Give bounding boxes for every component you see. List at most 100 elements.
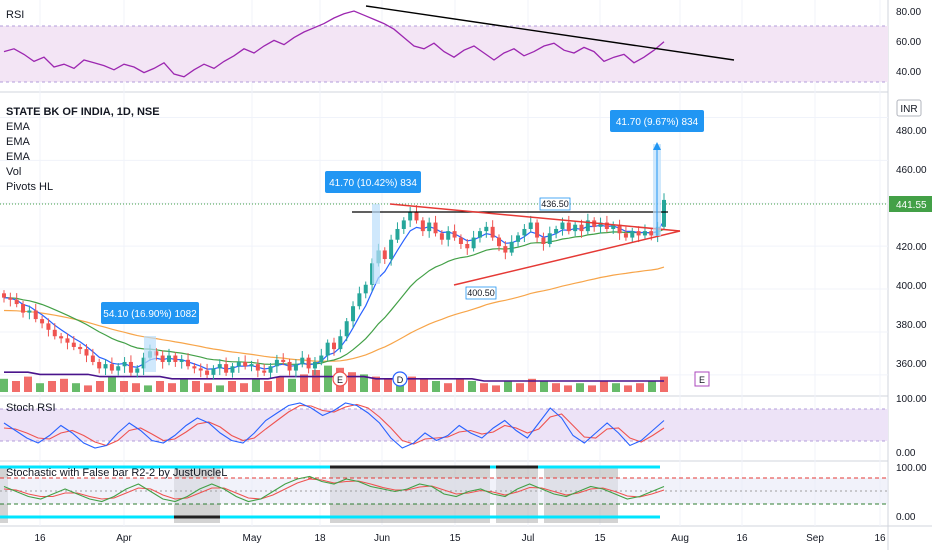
volume-bars	[0, 365, 668, 392]
candle-body	[8, 297, 13, 300]
candle-body	[604, 222, 609, 229]
candle-body	[338, 336, 343, 350]
volume-bar	[0, 378, 8, 392]
volume-bar	[516, 383, 524, 392]
time-axis: 16 Apr May 18 Jun 15 Jul 15 Aug 16 Sep 16	[34, 533, 886, 544]
currency-badge[interactable]	[896, 99, 922, 117]
candle-body	[211, 368, 216, 375]
candle-body	[198, 368, 203, 371]
candle-body	[205, 370, 210, 375]
stoch-rsi-d-line	[3, 403, 665, 447]
stoch-rsi-tick-100: 100.00	[896, 394, 927, 405]
volume-bar	[276, 376, 284, 392]
time-tick-label: 16	[34, 533, 46, 544]
candle-body	[509, 241, 514, 253]
callout-1-box	[101, 302, 199, 324]
time-tick-label: 18	[314, 533, 326, 544]
callout-3-text: 41.70 (9.67%) 834	[616, 117, 699, 128]
time-tick-label: Apr	[116, 533, 132, 544]
volume-bar	[324, 365, 332, 392]
rsi-tick-80: 80.00	[896, 7, 921, 18]
volume-bar	[636, 383, 644, 392]
price-tick-360: 360.00	[896, 359, 927, 370]
volume-bar	[372, 376, 380, 392]
rsi-band	[0, 26, 888, 82]
candle-body	[33, 310, 38, 320]
candle-body	[84, 349, 89, 356]
candle-body	[351, 306, 356, 322]
stoch-rsi-pane: Stoch RSI 100.00 0.00	[0, 394, 927, 459]
candle-body	[71, 342, 76, 347]
last-price-value: 441.55	[896, 200, 927, 211]
volume-bar	[444, 383, 452, 392]
dividend-badge[interactable]	[392, 371, 408, 387]
stoch-rsi-title: Stoch RSI	[6, 402, 56, 414]
candle-body	[560, 222, 565, 229]
stoch-rsi-band	[0, 409, 888, 441]
candle-body	[573, 224, 578, 232]
candle-body	[484, 226, 489, 232]
stoch-title: Stochastic with False bar R2-2 by JustUn…	[6, 467, 227, 479]
volume-bar	[576, 383, 584, 392]
candle-body	[579, 224, 584, 232]
candle-body	[649, 231, 654, 236]
candle-body	[281, 359, 286, 362]
volume-bar	[108, 376, 116, 392]
time-tick-label: 15	[594, 533, 606, 544]
volume-bar	[384, 378, 392, 392]
volume-bar	[528, 378, 536, 392]
time-tick-label: Aug	[671, 533, 689, 544]
volume-bar	[300, 374, 308, 392]
triangle-lower-line	[453, 230, 681, 286]
earnings-badge-2[interactable]	[694, 371, 710, 387]
volume-bar	[72, 383, 80, 392]
candle-body	[458, 237, 463, 244]
candle-body	[554, 228, 559, 234]
time-tick-label: Sep	[806, 533, 824, 544]
rsi-trendline	[365, 5, 735, 61]
candle-body	[90, 355, 95, 362]
ema-slow-line	[3, 266, 665, 362]
stoch-rsi-k-line	[3, 402, 665, 449]
candle-body	[40, 319, 45, 324]
candle-body	[268, 366, 273, 373]
candle-body	[141, 357, 146, 369]
candle-body	[217, 364, 222, 369]
candle-body	[122, 361, 127, 367]
stoch-band	[0, 478, 888, 504]
candle-body	[186, 359, 191, 367]
candle-body	[167, 355, 171, 362]
price-gridlines	[0, 116, 888, 376]
candle-body	[255, 364, 260, 371]
volume-bar	[12, 381, 20, 392]
candle-body	[623, 233, 628, 238]
stoch-k-line	[3, 475, 665, 503]
measure-box-1	[144, 336, 156, 372]
volume-bar	[552, 383, 560, 392]
earnings-badge-1[interactable]	[332, 371, 348, 387]
volume-bar	[540, 381, 548, 392]
candle-body	[103, 364, 108, 369]
price-tick-480: 480.00	[896, 126, 927, 137]
volume-bar	[504, 381, 512, 392]
price-tick-380: 380.00	[896, 320, 927, 331]
candle-body	[262, 370, 267, 373]
time-tick-label: Jul	[522, 533, 535, 544]
volume-bar	[612, 383, 620, 392]
candle-body	[332, 342, 336, 350]
candle-body	[598, 222, 603, 227]
volume-bar	[288, 378, 296, 392]
candle-body	[497, 237, 501, 247]
candle-body	[522, 228, 527, 236]
time-tick-label: May	[243, 533, 262, 544]
candle-body	[27, 310, 32, 313]
volume-bar	[492, 385, 500, 392]
candle-body	[312, 361, 317, 369]
volume-bar	[648, 381, 656, 392]
candle-body	[236, 361, 241, 367]
volume-bar	[180, 378, 188, 392]
volume-bar	[252, 378, 260, 392]
pivot-low-label: 400.50	[467, 288, 495, 298]
earnings-badge-2-label: E	[699, 375, 705, 385]
volume-bar	[60, 378, 68, 392]
